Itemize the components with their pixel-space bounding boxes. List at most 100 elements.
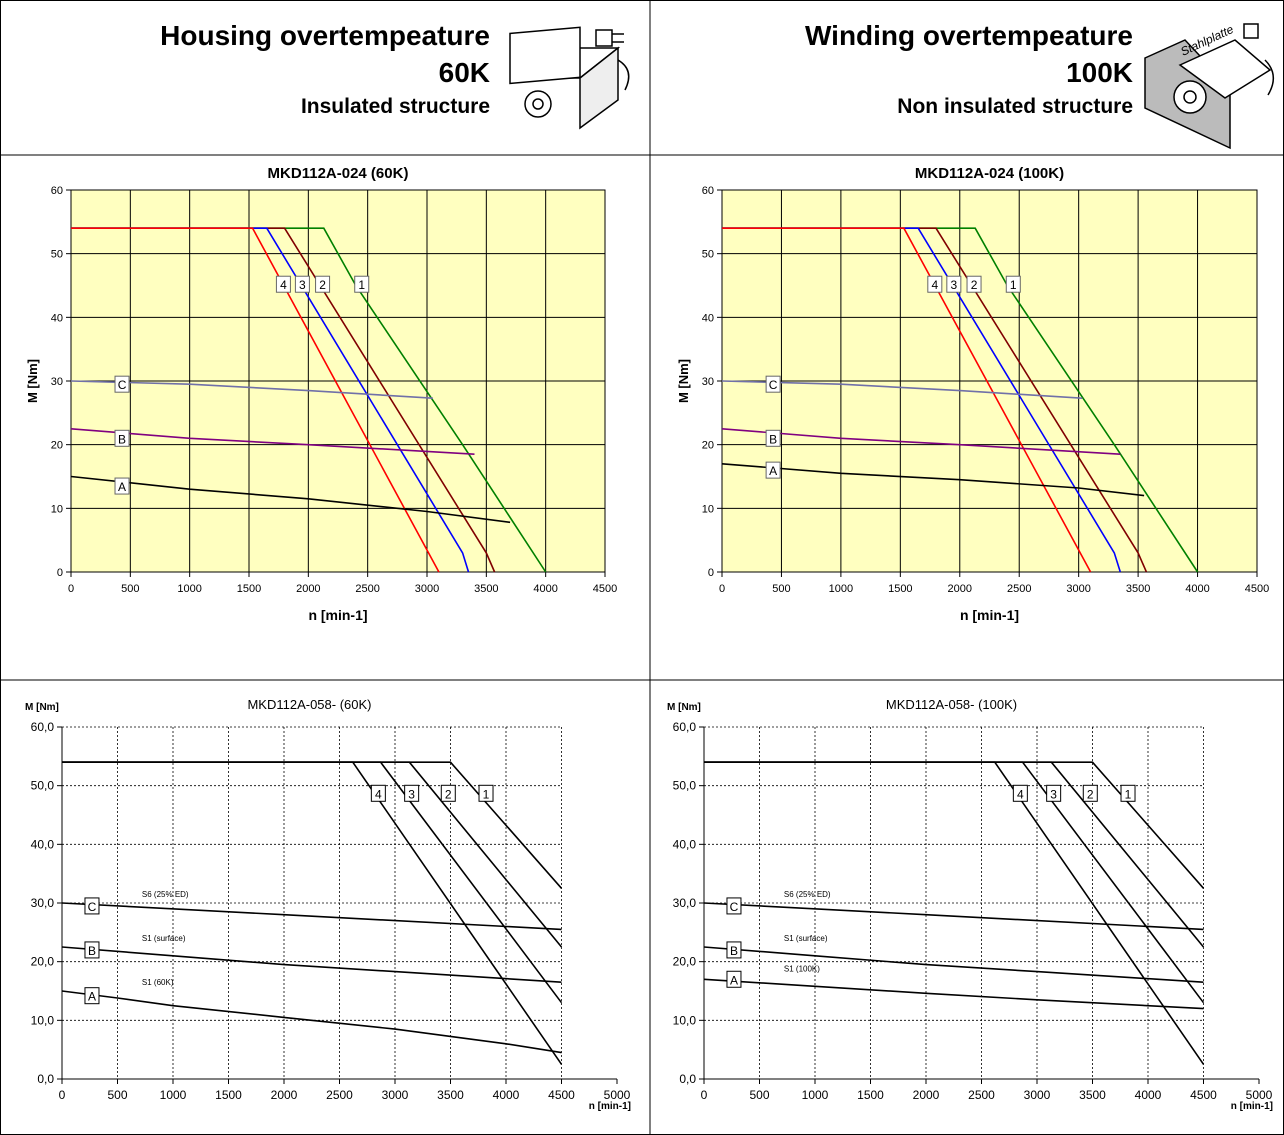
series-line	[71, 227, 440, 573]
series-label-box	[84, 941, 100, 959]
series-line	[721, 380, 1083, 399]
chart-title: MKD112A-024 (100K)	[915, 165, 1064, 182]
series-label-box	[354, 275, 370, 293]
y-axis-label: M [Nm]	[667, 702, 701, 713]
x-tick-label: 2000	[296, 583, 320, 595]
x-tick-label: 1500	[237, 583, 261, 595]
header-title: Winding overtempeature	[805, 20, 1133, 51]
series-label-box	[765, 375, 781, 393]
series-label: 2	[1087, 787, 1094, 801]
series-label: 4	[280, 278, 287, 292]
series-label: B	[769, 432, 777, 446]
series-label: 1	[358, 278, 365, 292]
series-label: A	[769, 464, 777, 478]
x-axis-label: n [min-1]	[308, 607, 367, 623]
y-tick-label: 30	[702, 376, 714, 388]
x-tick-label: 5000	[1246, 1088, 1273, 1102]
x-tick-label: 2500	[1007, 583, 1031, 595]
series-label-box	[726, 970, 742, 988]
y-tick-label: 0	[708, 567, 714, 579]
series-label: 2	[319, 278, 326, 292]
series-line	[62, 761, 563, 1065]
series-line	[722, 227, 1092, 573]
header-title: Housing overtempeature	[160, 20, 490, 51]
header-structure: Insulated structure	[301, 95, 490, 118]
series-label: 2	[445, 787, 452, 801]
y-tick-label: 20,0	[673, 955, 697, 969]
series-label-box	[404, 784, 420, 802]
series-label-box	[1120, 784, 1136, 802]
x-tick-label: 4000	[533, 583, 557, 595]
x-tick-label: 4500	[593, 583, 617, 595]
y-tick-label: 20,0	[31, 955, 55, 969]
motor-icon	[509, 26, 630, 130]
series-label: 3	[408, 787, 415, 801]
series-line	[70, 475, 511, 524]
x-tick-label: 3500	[437, 1088, 464, 1102]
series-note: S1 (surface)	[784, 934, 828, 943]
series-label: C	[769, 378, 778, 392]
series-line	[703, 978, 1204, 1010]
y-tick-label: 60	[51, 185, 63, 197]
header-temp: 100K	[1066, 57, 1133, 88]
series-label-box	[114, 477, 130, 495]
series-label: C	[88, 900, 97, 914]
x-tick-label: 500	[121, 583, 139, 595]
series-label-box	[1046, 784, 1062, 802]
series-line	[721, 463, 1145, 497]
y-tick-label: 20	[51, 440, 63, 452]
y-tick-label: 60	[702, 185, 714, 197]
series-label: A	[88, 990, 96, 1004]
series-label-box	[294, 275, 310, 293]
series-label-box	[478, 784, 494, 802]
series-label: 3	[1050, 787, 1057, 801]
y-tick-label: 40	[51, 312, 63, 324]
x-tick-label: 4500	[548, 1088, 575, 1102]
series-line	[703, 946, 1204, 983]
x-tick-label: 2000	[913, 1088, 940, 1102]
y-tick-label: 0,0	[37, 1072, 54, 1086]
x-tick-label: 1500	[888, 583, 912, 595]
x-tick-label: 1000	[802, 1088, 829, 1102]
series-label-box	[114, 429, 130, 447]
x-axis-label: n [min-1]	[1231, 1101, 1273, 1112]
y-tick-label: 10	[51, 503, 63, 515]
series-line	[70, 428, 475, 455]
x-tick-label: 500	[107, 1088, 127, 1102]
y-axis-label: M [Nm]	[676, 359, 691, 403]
series-line	[704, 761, 1205, 1065]
x-tick-label: 5000	[604, 1088, 631, 1102]
x-tick-label: 1000	[160, 1088, 187, 1102]
series-label-box	[1012, 784, 1028, 802]
series-line	[61, 902, 562, 931]
y-tick-label: 30,0	[31, 896, 55, 910]
series-label-box	[370, 784, 386, 802]
y-tick-label: 0,0	[679, 1072, 696, 1086]
y-tick-label: 50,0	[673, 779, 697, 793]
series-label-box	[927, 275, 943, 293]
y-tick-label: 20	[702, 440, 714, 452]
series-label: 3	[950, 278, 957, 292]
series-label: B	[118, 432, 126, 446]
x-tick-label: 4000	[1185, 583, 1209, 595]
x-tick-label: 2000	[271, 1088, 298, 1102]
y-tick-label: 0	[57, 567, 63, 579]
x-tick-label: 4000	[493, 1088, 520, 1102]
x-tick-label: 3000	[1024, 1088, 1051, 1102]
series-label: 4	[1017, 787, 1024, 801]
chart-title: MKD112A-058- (60K)	[247, 697, 371, 712]
series-label-box	[1005, 275, 1021, 293]
series-label: C	[730, 900, 739, 914]
x-tick-label: 1500	[215, 1088, 242, 1102]
series-label: B	[88, 944, 96, 958]
header-temp: 60K	[439, 57, 490, 88]
series-label-box	[966, 275, 982, 293]
x-tick-label: 500	[772, 583, 790, 595]
motor-plate-icon	[1144, 23, 1274, 150]
series-label-box	[440, 784, 456, 802]
series-label-box	[275, 275, 291, 293]
x-tick-label: 2000	[948, 583, 972, 595]
series-label-box	[765, 429, 781, 447]
series-label-box	[726, 941, 742, 959]
